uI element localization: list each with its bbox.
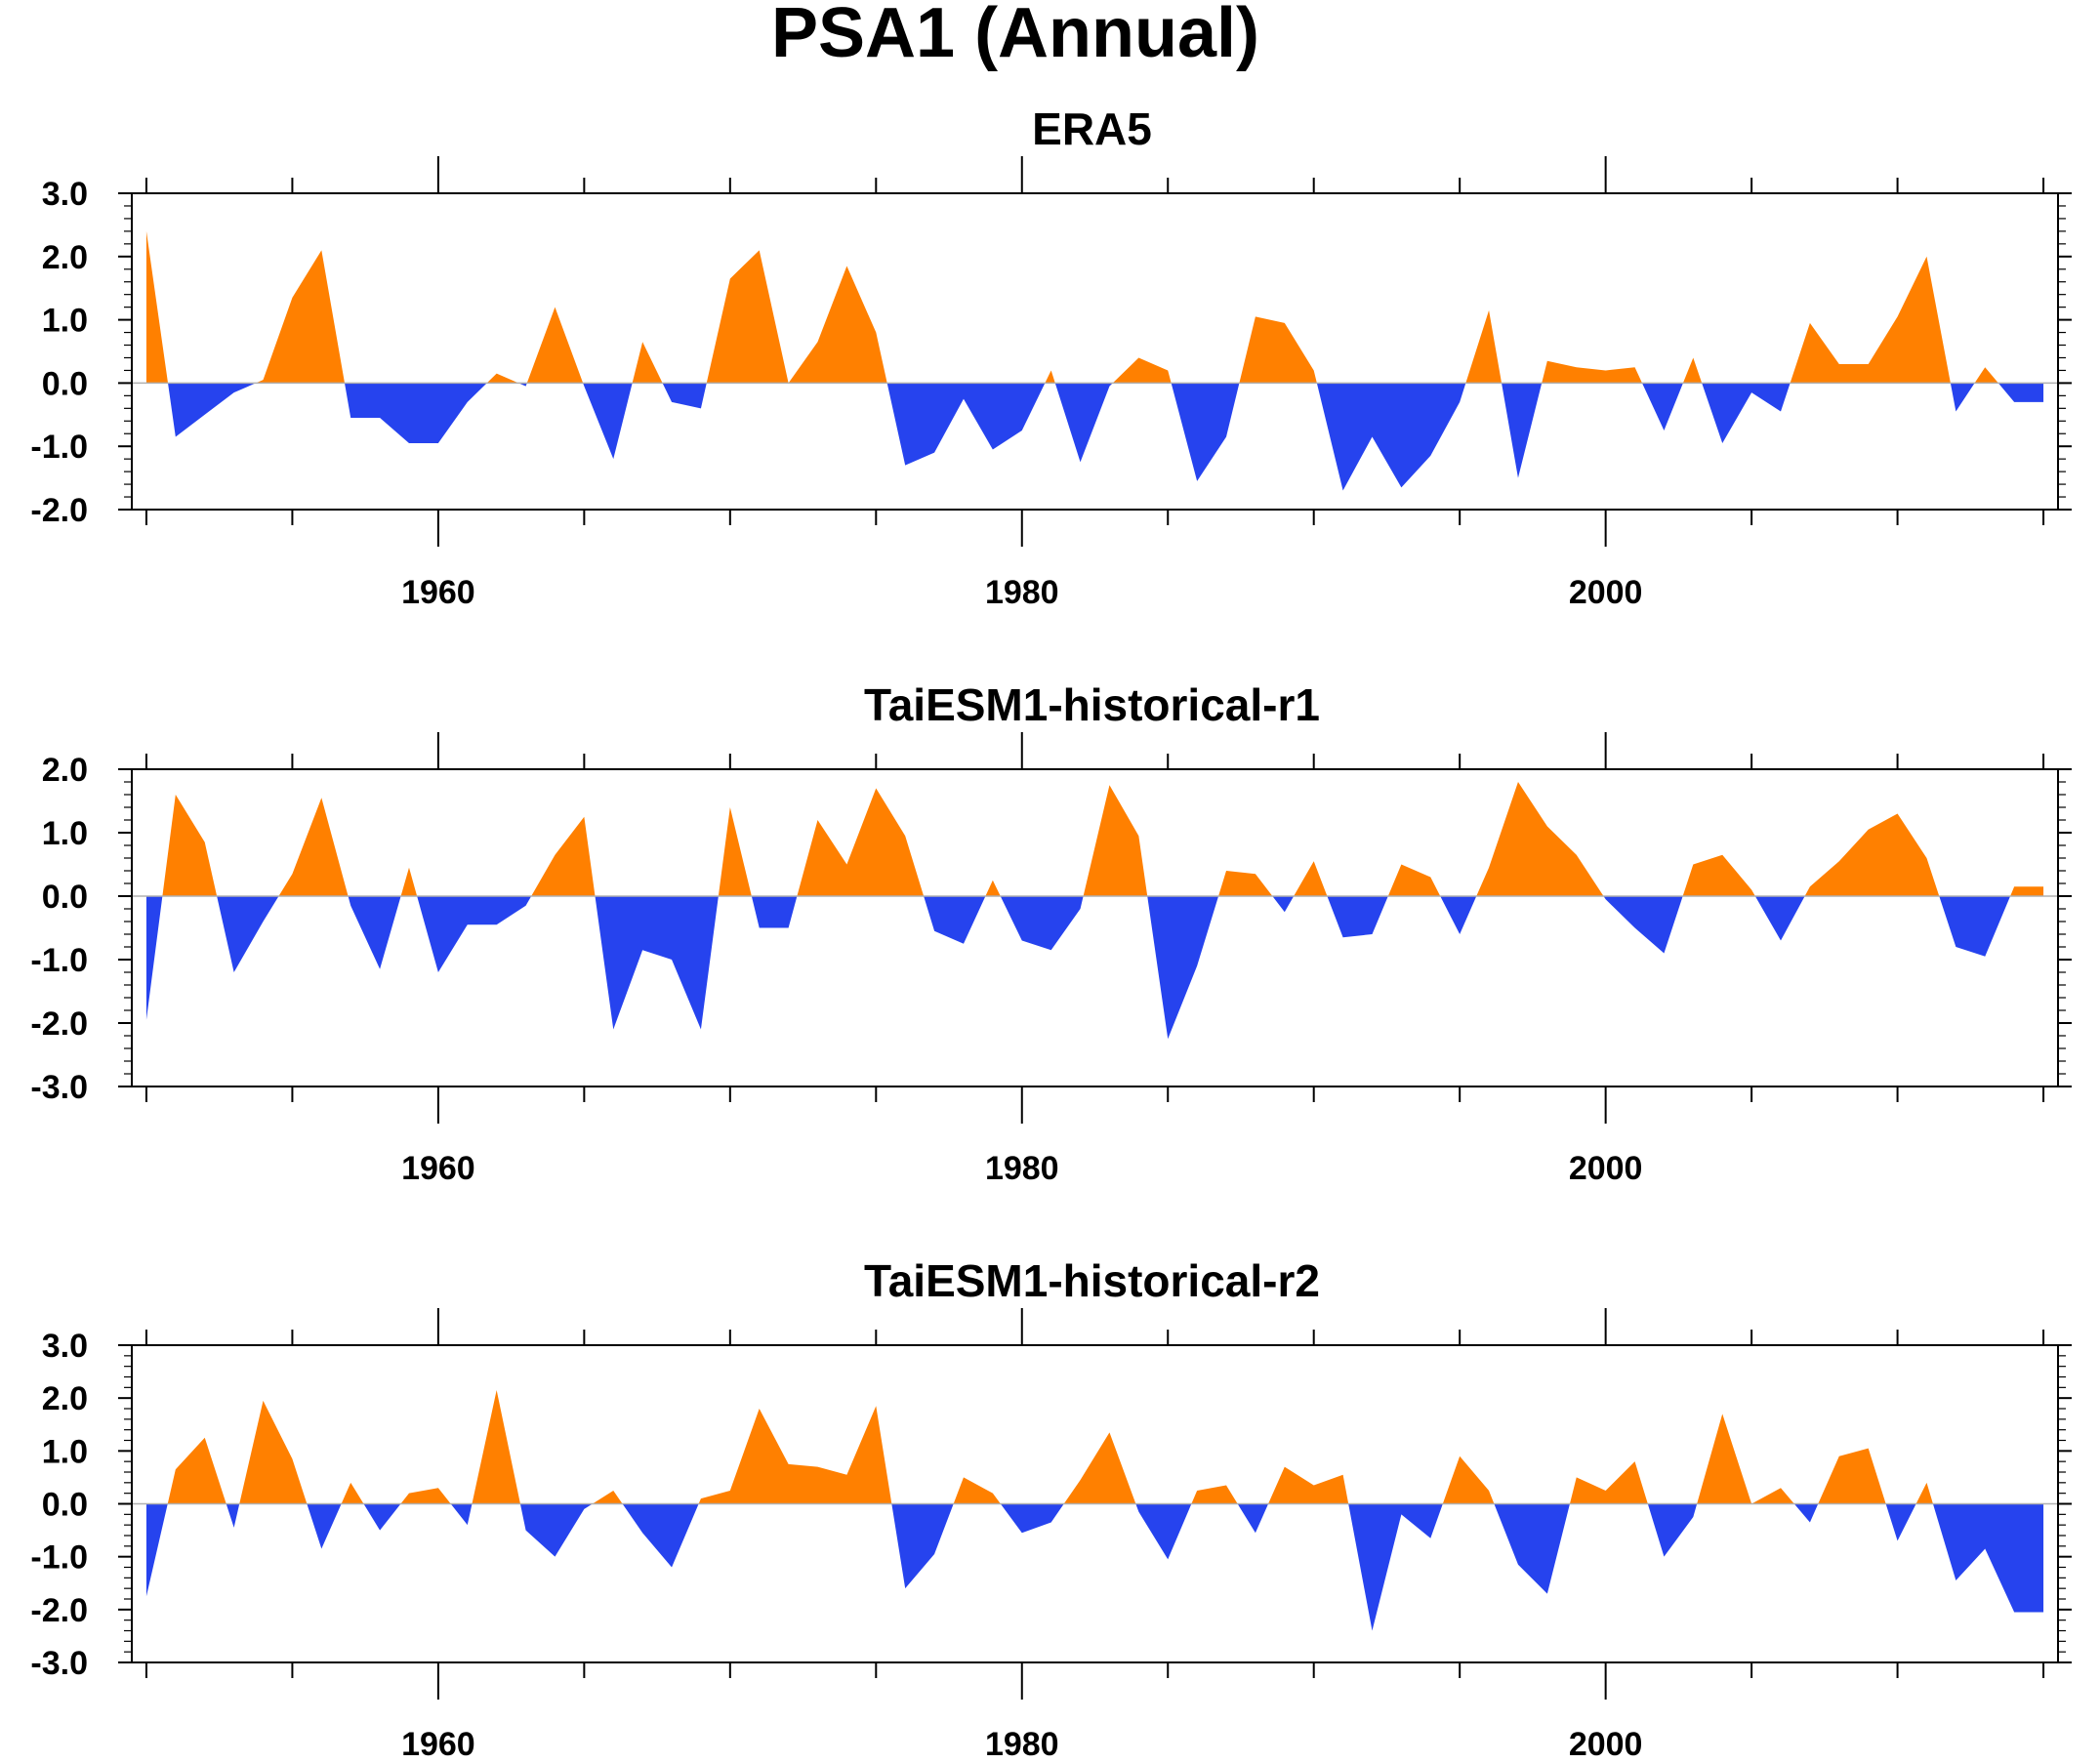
plot-frame xyxy=(131,192,2059,511)
y-tick-label: 1.0 xyxy=(42,303,88,340)
negative-area xyxy=(145,1503,2044,1631)
negative-area xyxy=(145,383,2044,491)
x-tick-label: 1960 xyxy=(401,1150,475,1187)
x-tick-label: 1960 xyxy=(401,1726,475,1763)
y-tick-label: 0.0 xyxy=(42,365,88,402)
y-tick-label: 0.0 xyxy=(42,1487,88,1524)
chart-panel-era5: ERA5 -2.0 -1.0 0.0 1.0 2.0 3.0 1960 1980 2000 xyxy=(30,103,2072,611)
y-tick-label: -1.0 xyxy=(30,1539,88,1577)
y-tick-label: -1.0 xyxy=(30,429,88,466)
negative-area xyxy=(145,896,2044,1040)
x-tick-label: 2000 xyxy=(1569,574,1643,611)
y-tick-label: -3.0 xyxy=(30,1069,88,1106)
x-tick-label: 1980 xyxy=(985,1726,1059,1763)
plot-frame xyxy=(131,768,2059,1087)
y-tick-label: -3.0 xyxy=(30,1645,88,1682)
y-tick-label: 1.0 xyxy=(42,1433,88,1470)
x-tick-label: 2000 xyxy=(1569,1726,1643,1763)
y-tick-label: 2.0 xyxy=(42,1380,88,1417)
positive-area xyxy=(145,782,2044,896)
y-tick-label: 0.0 xyxy=(42,879,88,916)
positive-area xyxy=(145,230,2044,384)
x-tick-label: 1960 xyxy=(401,574,475,611)
y-tick-label: -2.0 xyxy=(30,1592,88,1629)
y-tick-label: 1.0 xyxy=(42,815,88,852)
panel-title: TaiESM1-historical-r2 xyxy=(864,1255,1320,1306)
y-tick-label: 2.0 xyxy=(42,239,88,276)
positive-area xyxy=(145,1390,2044,1504)
y-tick-label: -2.0 xyxy=(30,1005,88,1043)
y-tick-label: 3.0 xyxy=(42,1328,88,1365)
chart-panel-taiesm1-r1: TaiESM1-historical-r1 -3.0 -2.0 -1.0 0.0 1.0… xyxy=(30,679,2072,1187)
x-tick-label: 1980 xyxy=(985,1150,1059,1187)
y-tick-label: 3.0 xyxy=(42,176,88,213)
y-tick-label: 2.0 xyxy=(42,752,88,789)
chart-panel-taiesm1-r2: TaiESM1-historical-r2 -3.0 -2.0 -1.0 0.0 1.0… xyxy=(30,1255,2072,1763)
x-tick-label: 2000 xyxy=(1569,1150,1643,1187)
y-tick-label: -2.0 xyxy=(30,492,88,529)
x-tick-label: 1980 xyxy=(985,574,1059,611)
y-tick-label: -1.0 xyxy=(30,942,88,979)
panel-title: ERA5 xyxy=(1032,103,1152,154)
figure-title: PSA1 (Annual) xyxy=(771,0,1259,72)
panel-title: TaiESM1-historical-r1 xyxy=(864,679,1320,730)
